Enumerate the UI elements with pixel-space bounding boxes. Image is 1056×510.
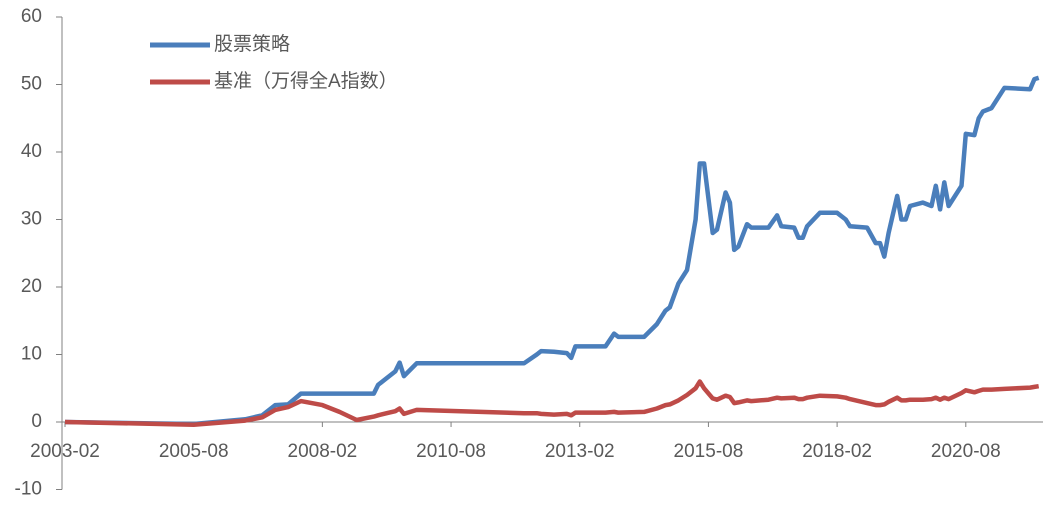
y-tick-label: 20 [21, 276, 42, 297]
y-tick-label: -10 [15, 479, 42, 500]
series-line [64, 75, 1040, 427]
y-tick-label: 50 [21, 74, 42, 95]
x-tick-label: 2010-08 [416, 441, 486, 462]
legend-label: 基准（万得全A指数） [214, 70, 398, 92]
y-tick-label: 60 [21, 6, 42, 27]
x-tick-label: 2013-02 [545, 441, 615, 462]
x-tick-label: 2020-08 [931, 441, 1001, 462]
y-tick-label: 0 [31, 411, 42, 432]
x-tick-label: 2003-02 [30, 441, 100, 462]
y-tick-label: 10 [21, 344, 42, 365]
x-tick-label: 2015-08 [674, 441, 744, 462]
x-tick-label: 2008-02 [288, 441, 358, 462]
series-line [64, 379, 1040, 427]
x-tick-label: 2018-02 [802, 441, 872, 462]
y-tick-label: 40 [21, 141, 42, 162]
legend-label: 股票策略 [214, 33, 290, 55]
x-tick-label: 2005-08 [159, 441, 229, 462]
y-tick-label: 30 [21, 209, 42, 230]
